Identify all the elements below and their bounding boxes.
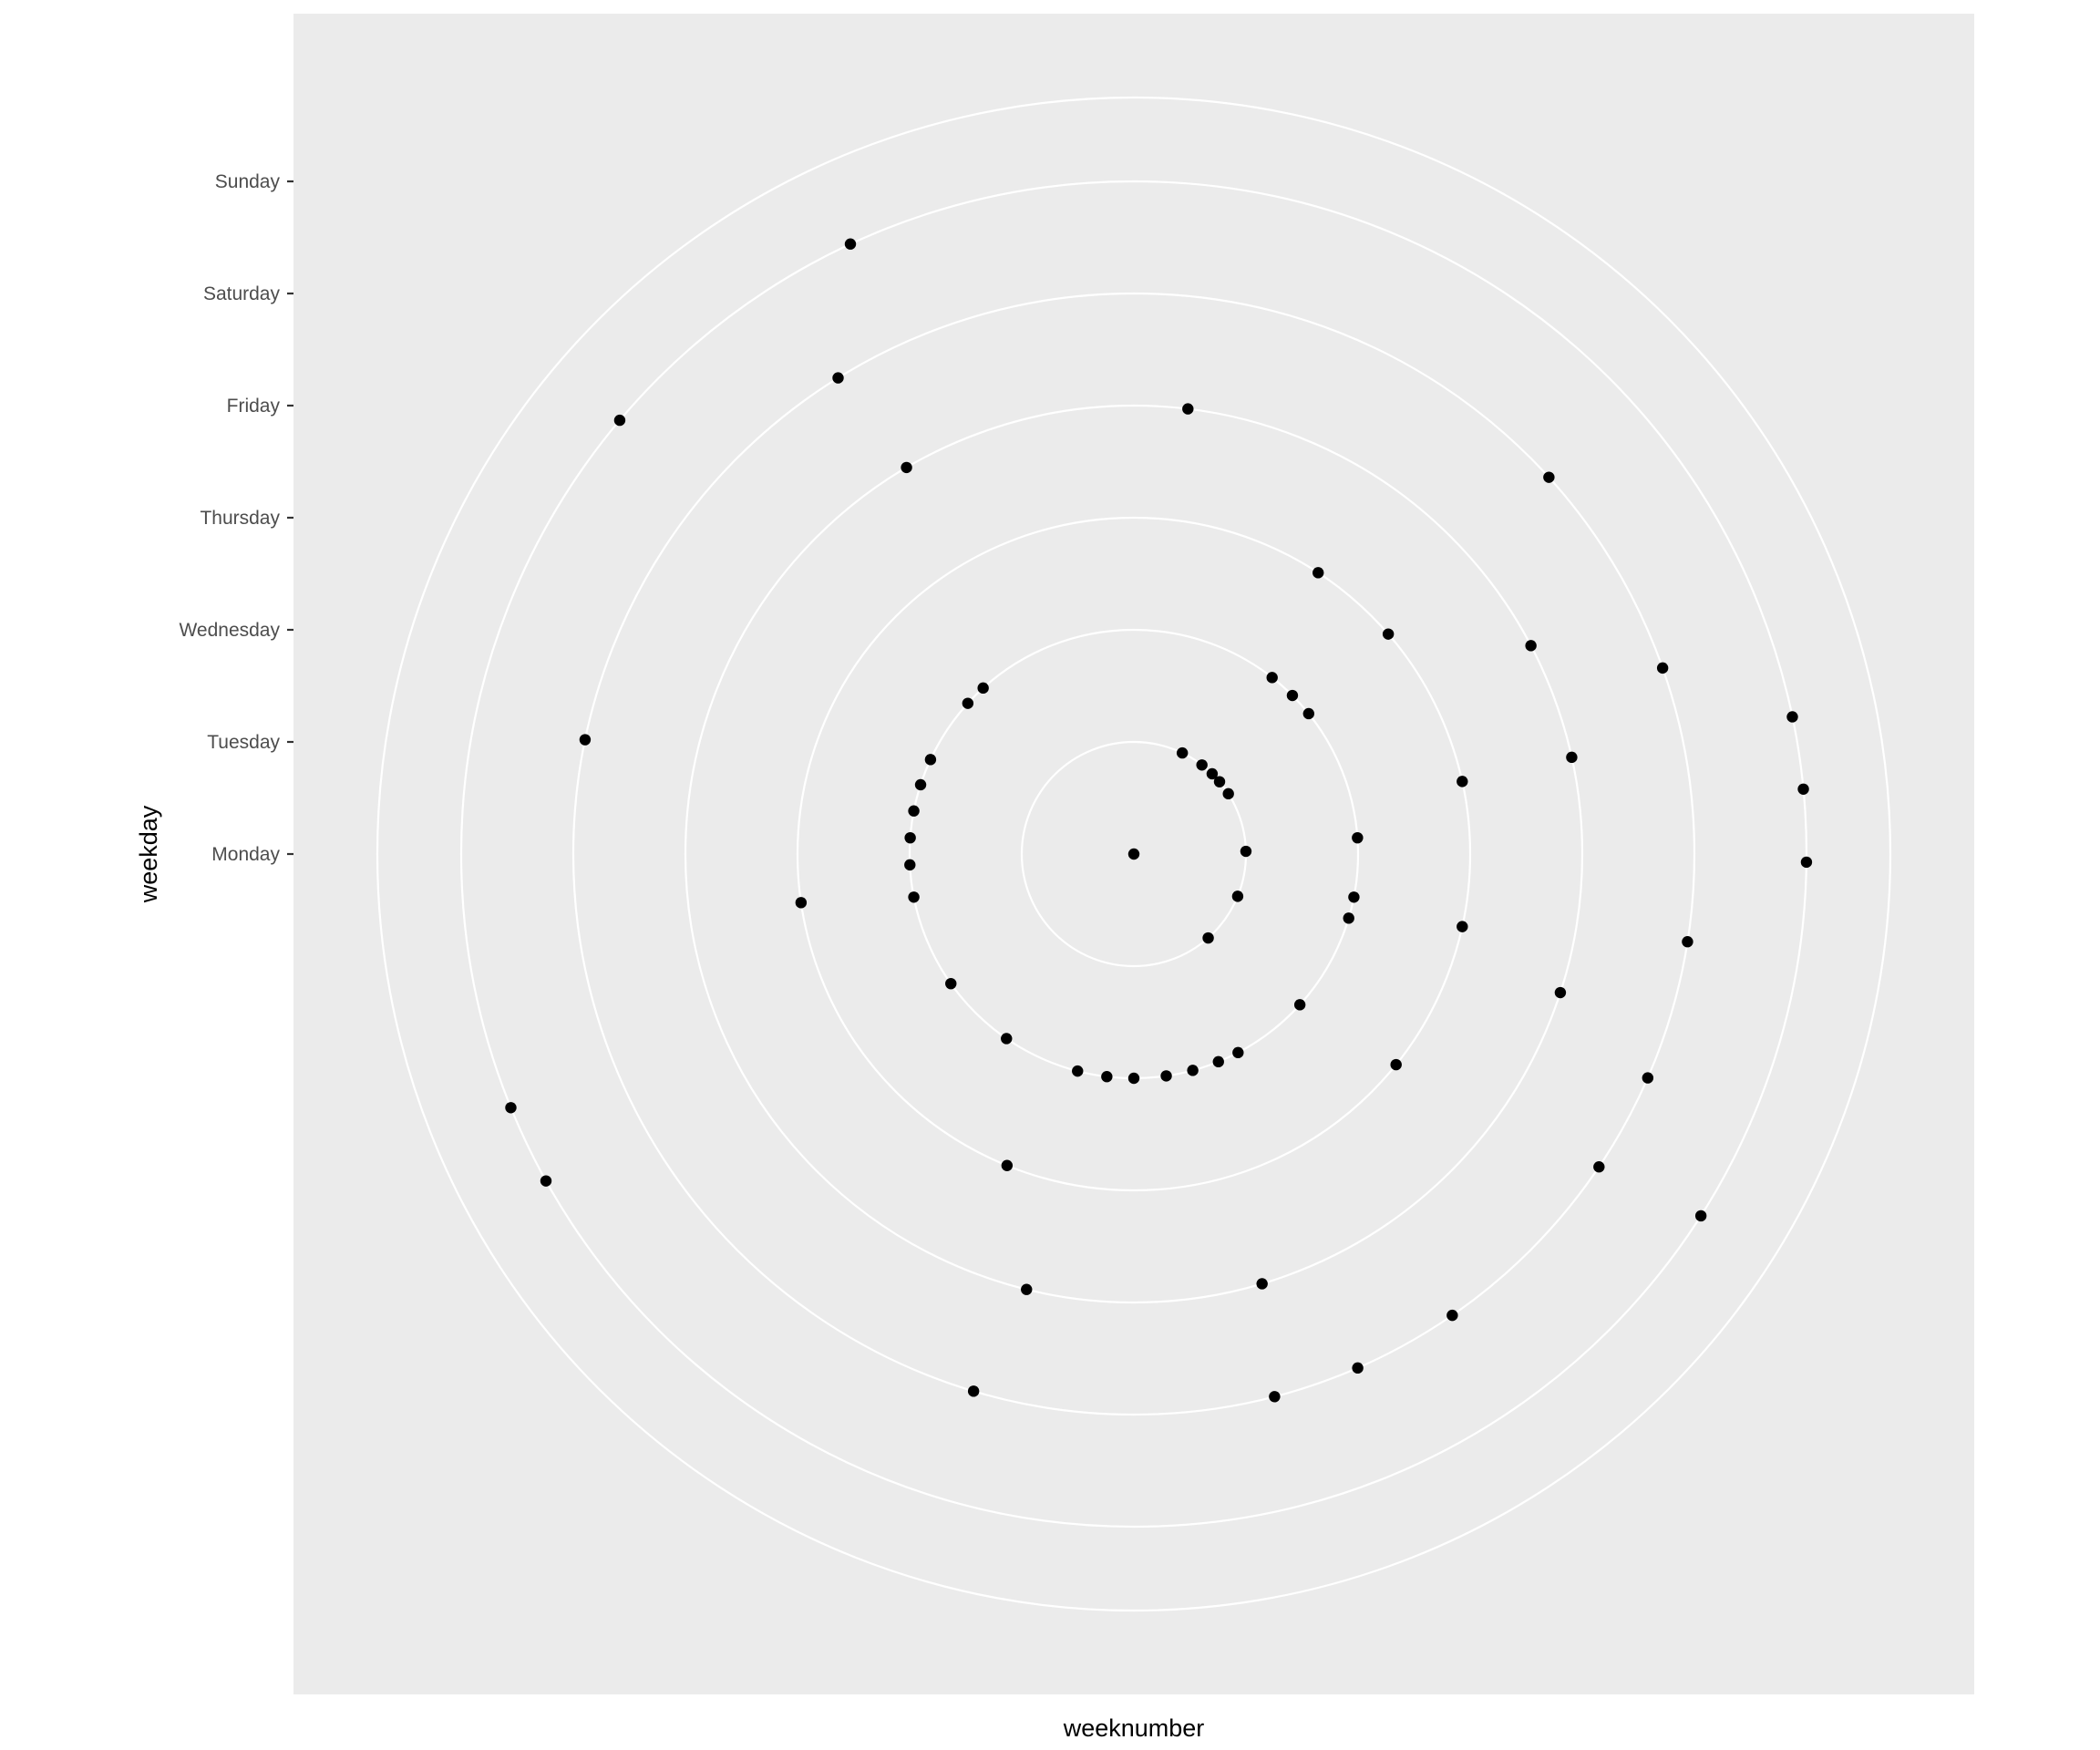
data-point <box>1240 845 1252 858</box>
data-point <box>967 1385 980 1397</box>
data-point <box>1187 1065 1199 1076</box>
data-point <box>1212 1055 1224 1068</box>
data-point <box>1566 751 1578 764</box>
data-point <box>1446 1309 1458 1322</box>
data-point <box>1800 856 1813 869</box>
data-point <box>1021 1283 1033 1295</box>
data-point <box>1182 403 1194 415</box>
y-tick-label: Friday <box>227 396 281 417</box>
data-point <box>914 778 927 791</box>
data-point <box>1797 783 1809 795</box>
y-tick-label: Tuesday <box>207 732 280 753</box>
data-point <box>1256 1278 1268 1290</box>
data-point <box>1457 921 1468 932</box>
data-points <box>505 238 1813 1403</box>
data-point <box>1352 831 1364 844</box>
data-point <box>579 734 592 746</box>
data-point <box>1269 1391 1281 1403</box>
data-point <box>1302 707 1314 720</box>
data-point <box>1343 912 1354 924</box>
data-point <box>924 754 937 766</box>
data-point <box>1127 1072 1140 1085</box>
grid-ring <box>459 180 1808 1529</box>
data-point <box>1196 759 1208 771</box>
data-point <box>1543 471 1555 483</box>
data-point <box>1293 999 1306 1011</box>
data-point <box>540 1175 552 1187</box>
data-point <box>1001 1033 1013 1045</box>
data-point <box>1176 746 1189 759</box>
data-point <box>901 461 912 474</box>
data-point <box>844 238 857 250</box>
data-point <box>977 682 989 695</box>
y-tick-label: Saturday <box>203 283 281 304</box>
data-point <box>1348 891 1360 903</box>
x-axis-title: weeknumber <box>1063 1714 1205 1742</box>
data-point <box>795 897 808 909</box>
data-point <box>1593 1161 1605 1173</box>
data-point <box>832 372 844 384</box>
data-point <box>1694 1210 1707 1222</box>
data-point <box>1127 848 1140 860</box>
y-tick-label: Monday <box>211 844 280 865</box>
grid-ring <box>796 516 1472 1192</box>
y-axis: Monday Tuesday Wednesday Thursday Friday Satu… <box>179 171 293 865</box>
data-point <box>1001 1159 1014 1171</box>
data-point <box>1222 788 1234 800</box>
data-point <box>1457 776 1468 788</box>
data-point <box>1206 767 1219 780</box>
data-point <box>1390 1058 1402 1071</box>
data-point <box>1786 711 1798 723</box>
data-point <box>1682 936 1693 948</box>
grid-ring <box>571 292 1696 1416</box>
data-point <box>945 977 957 990</box>
data-point <box>505 1102 517 1114</box>
data-point <box>1382 628 1395 640</box>
data-point <box>1642 1072 1654 1084</box>
data-point <box>1312 567 1324 579</box>
grid-ring-outer <box>376 96 1892 1612</box>
data-point <box>908 891 920 903</box>
data-point <box>908 805 920 817</box>
y-tick-label: Wednesday <box>179 620 280 641</box>
data-point <box>904 859 916 871</box>
data-point <box>1352 1362 1364 1374</box>
y-tick-label: Sunday <box>215 171 281 192</box>
data-point <box>1072 1065 1084 1077</box>
data-point <box>1554 986 1567 999</box>
data-point <box>962 697 974 709</box>
data-point <box>1656 662 1669 674</box>
data-point <box>1160 1070 1172 1082</box>
y-axis-title: weekday <box>135 805 162 903</box>
data-point <box>1101 1071 1113 1083</box>
data-point <box>1213 776 1226 788</box>
data-point <box>1202 932 1214 944</box>
data-point <box>904 831 916 844</box>
data-point <box>1231 890 1244 902</box>
data-point <box>1525 640 1537 652</box>
data-point <box>1286 689 1299 702</box>
grid-ring <box>684 404 1584 1304</box>
data-point <box>1232 1046 1244 1059</box>
data-point <box>613 414 626 427</box>
y-tick-label: Thursday <box>200 508 280 529</box>
data-point <box>1266 672 1278 684</box>
